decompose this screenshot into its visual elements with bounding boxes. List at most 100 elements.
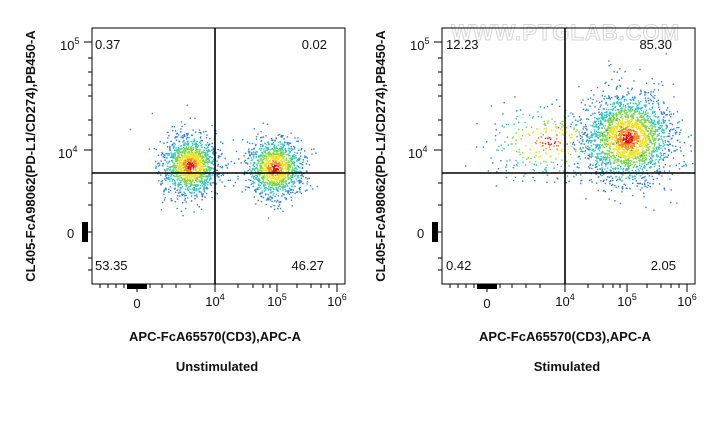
event-point xyxy=(640,151,642,153)
event-point xyxy=(619,98,621,100)
event-point xyxy=(272,170,274,172)
event-point xyxy=(208,143,211,145)
event-point xyxy=(266,178,268,181)
event-point xyxy=(657,126,659,129)
event-point xyxy=(155,148,157,151)
event-point xyxy=(185,194,187,197)
event-point xyxy=(674,129,677,132)
event-point xyxy=(282,180,284,183)
event-point xyxy=(628,151,631,153)
event-point xyxy=(635,170,637,172)
event-point xyxy=(611,132,614,134)
event-point xyxy=(636,157,638,159)
event-point xyxy=(171,159,174,162)
event-point xyxy=(201,151,203,154)
event-point xyxy=(251,152,253,154)
event-point xyxy=(207,184,209,186)
event-point xyxy=(629,174,631,176)
event-point xyxy=(260,187,262,189)
event-point xyxy=(199,150,201,152)
event-point xyxy=(641,132,643,134)
event-point xyxy=(265,167,267,169)
event-point xyxy=(281,148,284,151)
event-point xyxy=(615,101,618,103)
event-point xyxy=(643,104,646,107)
event-point xyxy=(180,168,183,170)
event-point xyxy=(206,154,208,157)
event-point xyxy=(599,106,601,108)
event-point xyxy=(251,159,254,161)
event-point xyxy=(608,129,610,131)
event-point xyxy=(641,125,644,128)
event-point xyxy=(605,81,607,84)
event-point xyxy=(662,84,664,86)
event-point xyxy=(593,131,596,133)
event-point xyxy=(594,149,596,151)
event-point xyxy=(574,119,577,122)
event-point xyxy=(258,169,260,171)
event-point xyxy=(624,157,626,159)
event-point xyxy=(641,160,643,162)
event-point xyxy=(284,141,286,143)
event-point xyxy=(609,159,611,161)
event-point xyxy=(591,102,593,104)
event-point xyxy=(649,182,651,185)
event-point xyxy=(627,171,629,173)
event-point xyxy=(194,173,196,175)
event-point xyxy=(592,125,594,128)
event-point xyxy=(285,171,288,173)
event-point xyxy=(617,148,620,150)
event-point xyxy=(660,81,663,83)
event-point xyxy=(169,178,171,180)
event-point xyxy=(638,153,640,155)
event-point xyxy=(641,153,644,156)
event-point xyxy=(676,126,678,129)
event-point xyxy=(588,179,591,182)
event-point xyxy=(630,126,633,128)
event-point xyxy=(300,149,302,151)
event-point xyxy=(294,146,296,149)
event-point xyxy=(636,133,638,135)
event-point xyxy=(187,187,189,189)
event-point xyxy=(181,193,183,195)
event-point xyxy=(155,160,157,163)
event-point xyxy=(272,143,274,145)
event-point xyxy=(649,161,651,163)
event-point xyxy=(636,106,638,108)
event-point xyxy=(211,196,213,199)
event-point xyxy=(619,68,621,70)
event-point xyxy=(192,146,195,149)
event-point xyxy=(173,157,175,159)
event-point xyxy=(621,98,623,100)
event-point xyxy=(643,114,645,116)
event-point xyxy=(251,153,253,155)
event-point xyxy=(633,145,636,148)
event-point xyxy=(260,158,263,160)
event-point xyxy=(191,162,194,165)
event-point xyxy=(196,180,198,183)
event-point xyxy=(622,148,624,150)
event-point xyxy=(620,122,622,125)
event-point xyxy=(621,127,623,129)
event-point xyxy=(683,165,685,167)
event-point xyxy=(619,135,622,138)
event-point xyxy=(603,117,605,119)
event-point xyxy=(184,177,186,179)
event-point xyxy=(663,111,665,113)
event-point xyxy=(629,187,631,190)
event-point xyxy=(180,162,182,164)
event-point xyxy=(288,149,290,152)
event-point xyxy=(639,144,641,147)
event-point xyxy=(599,146,601,148)
event-point xyxy=(612,119,614,122)
event-point xyxy=(168,175,170,177)
event-point xyxy=(203,157,205,159)
event-point xyxy=(190,184,192,187)
event-point xyxy=(260,167,263,169)
event-point xyxy=(633,98,635,100)
event-point xyxy=(196,185,198,187)
event-point xyxy=(629,149,631,152)
event-point xyxy=(652,96,654,98)
event-point xyxy=(299,167,301,169)
event-point xyxy=(630,114,633,116)
